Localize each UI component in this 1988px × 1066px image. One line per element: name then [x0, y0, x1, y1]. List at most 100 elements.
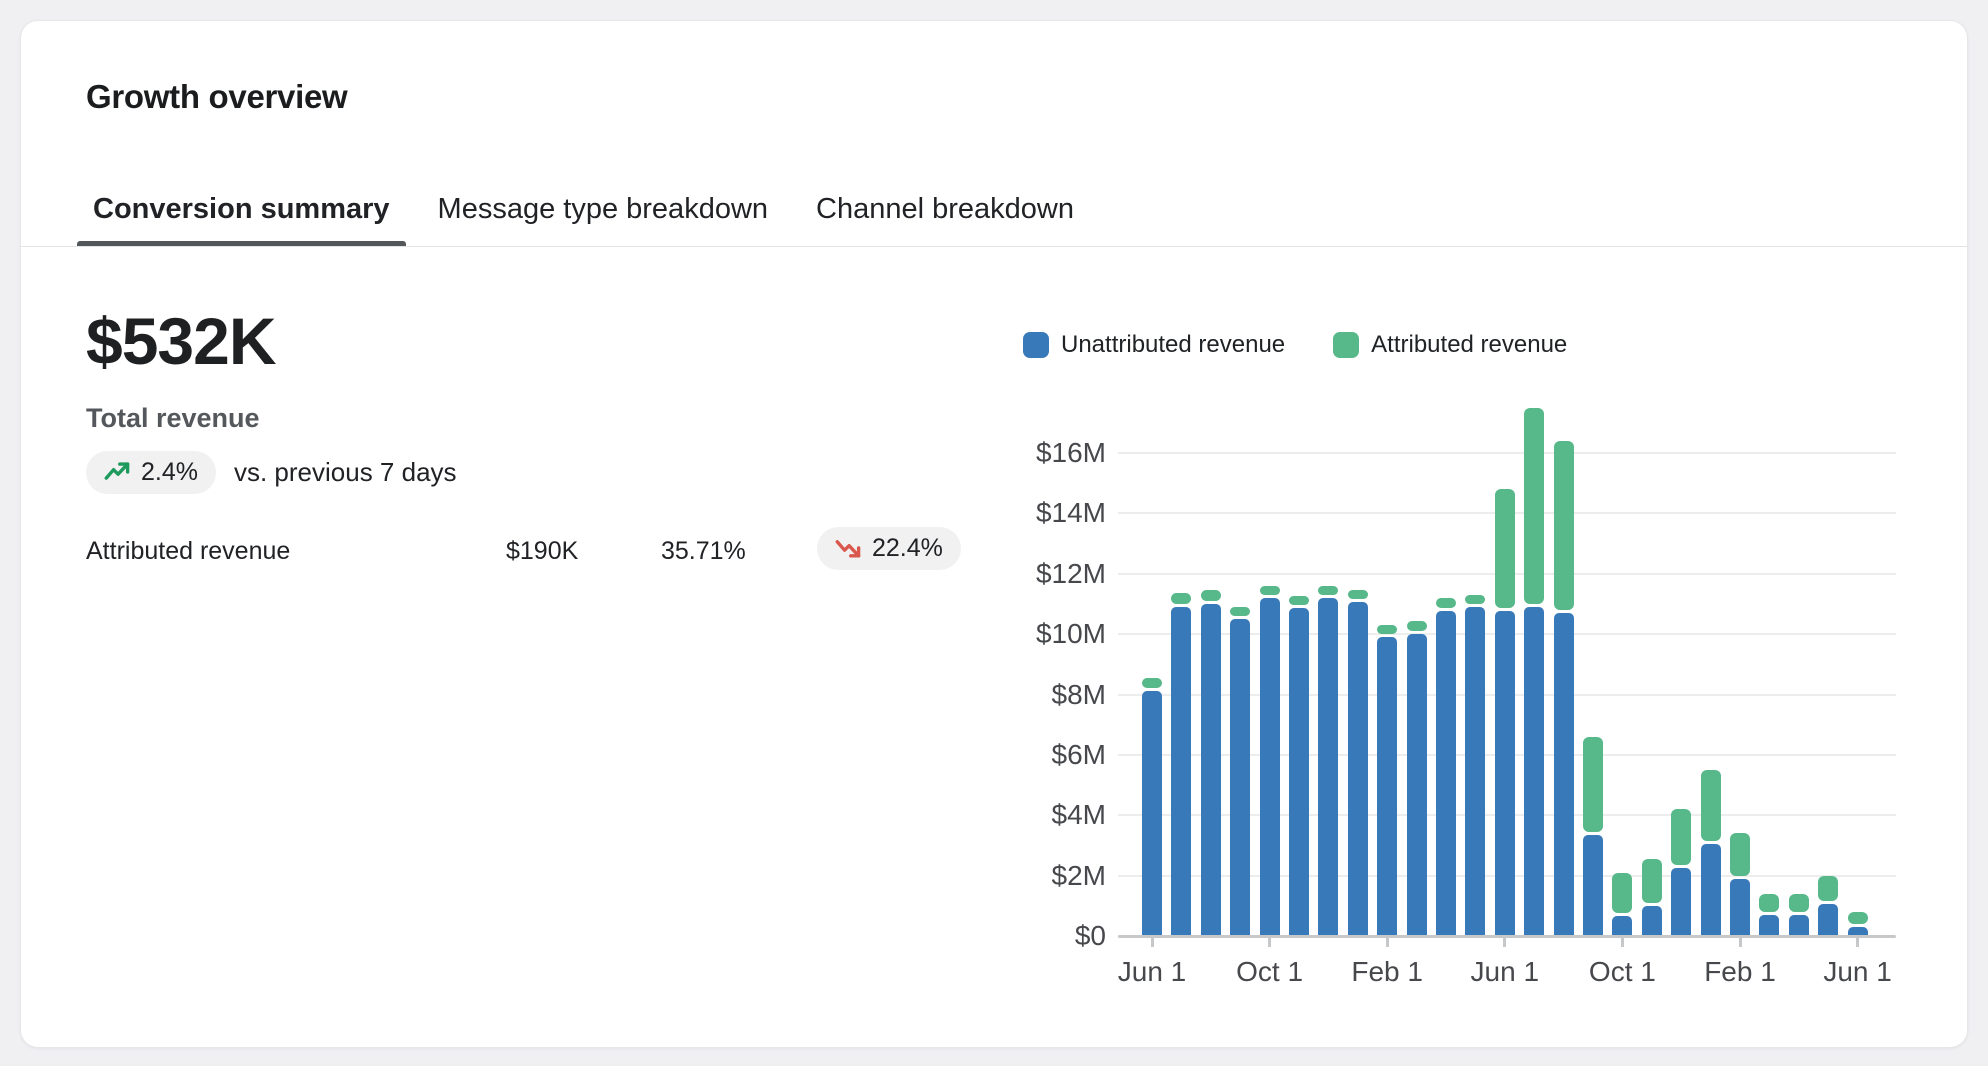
- bar-segment-unattributed[interactable]: [1318, 597, 1339, 936]
- bar-segment-unattributed[interactable]: [1494, 611, 1515, 936]
- y-axis-tick-label: $4M: [1051, 799, 1106, 831]
- y-axis-tick-label: $0: [1074, 920, 1106, 951]
- growth-overview-card: Growth overview Conversion summary Messa…: [20, 20, 1968, 1048]
- attributed-revenue-share: 35.71%: [661, 537, 746, 565]
- trend-down-icon: [835, 540, 861, 558]
- bar-segment-attributed[interactable]: [1171, 593, 1192, 604]
- tab-channel-breakdown[interactable]: Channel breakdown: [816, 192, 1074, 225]
- bar-segment-unattributed[interactable]: [1553, 612, 1574, 936]
- x-axis-line: [1118, 935, 1896, 938]
- trend-up-icon: [104, 462, 130, 480]
- y-axis-tick-label: $10M: [1035, 618, 1106, 650]
- tab-conversion-summary[interactable]: Conversion summary: [77, 171, 406, 247]
- bar-segment-unattributed[interactable]: [1171, 606, 1192, 936]
- stacked-bar-chart: $0 $2M $4M $6M $8M $10M $12M $14M $16M Jun 1 Oct 1…: [1011, 361, 1899, 1029]
- tab-bar: Conversion summary Message type breakdow…: [77, 171, 1106, 247]
- change-badge-down-value: 22.4%: [872, 534, 943, 562]
- legend-item-unattributed: Unattributed revenue: [1023, 331, 1285, 359]
- x-axis-tick-mark: [1150, 938, 1154, 947]
- bar-segment-attributed[interactable]: [1818, 875, 1839, 902]
- bar-segment-unattributed[interactable]: [1847, 926, 1868, 936]
- bar-segment-attributed[interactable]: [1200, 590, 1221, 601]
- y-axis-tick-label: $2M: [1051, 859, 1106, 891]
- x-axis-tick-label: Feb 1: [1704, 956, 1776, 987]
- tabs-divider: [21, 246, 1967, 247]
- legend-label-unattributed: Unattributed revenue: [1061, 331, 1286, 358]
- x-axis-tick-label: Jun 1: [1823, 956, 1892, 987]
- bar-segment-attributed[interactable]: [1289, 596, 1309, 606]
- page-title: Growth overview: [86, 78, 348, 115]
- change-badge-up: 2.4%: [86, 451, 216, 494]
- total-revenue-value: $532K: [86, 304, 276, 378]
- bar-segment-unattributed[interactable]: [1347, 602, 1368, 936]
- bar-segment-attributed[interactable]: [1553, 440, 1574, 610]
- x-axis-tick-label: Jun 1: [1470, 956, 1540, 987]
- x-axis-tick-mark: [1268, 938, 1272, 947]
- y-axis-tick-label: $16M: [1035, 437, 1106, 468]
- bar-segment-unattributed[interactable]: [1818, 904, 1839, 936]
- bar-segment-attributed[interactable]: [1671, 809, 1692, 866]
- bar-segment-attributed[interactable]: [1142, 677, 1162, 689]
- attributed-revenue-label: Attributed revenue: [86, 537, 291, 565]
- bar-segment-unattributed[interactable]: [1436, 611, 1456, 936]
- bar-segment-attributed[interactable]: [1847, 911, 1868, 924]
- y-axis-tick-label: $6M: [1051, 738, 1106, 770]
- bar-segment-attributed[interactable]: [1377, 625, 1398, 635]
- bar-segment-attributed[interactable]: [1436, 597, 1456, 609]
- attributed-revenue-row: Attributed revenue $190K 35.71% 22.4%: [21, 527, 1011, 575]
- bar-segment-unattributed[interactable]: [1465, 606, 1486, 936]
- bar-segment-unattributed[interactable]: [1700, 843, 1721, 936]
- y-axis-tick-label: $12M: [1035, 557, 1106, 589]
- bar-segment-attributed[interactable]: [1700, 769, 1721, 841]
- bar-segment-attributed[interactable]: [1230, 606, 1251, 617]
- total-revenue-label: Total revenue: [86, 403, 260, 433]
- bar-segment-attributed[interactable]: [1524, 407, 1545, 604]
- bar-segment-attributed[interactable]: [1612, 872, 1633, 914]
- y-axis-tick-label: $8M: [1051, 678, 1106, 710]
- bar-segment-unattributed[interactable]: [1730, 878, 1750, 936]
- change-badge-up-value: 2.4%: [141, 458, 198, 486]
- bar-segment-attributed[interactable]: [1730, 833, 1750, 876]
- x-axis-tick-mark: [1385, 938, 1389, 947]
- bar-segment-unattributed[interactable]: [1788, 914, 1809, 936]
- x-axis-tick-label: Feb 1: [1351, 956, 1423, 987]
- bar-segment-attributed[interactable]: [1347, 590, 1368, 600]
- bar-segment-unattributed[interactable]: [1142, 691, 1162, 936]
- legend-swatch-attributed: [1333, 332, 1360, 358]
- attributed-revenue-value: $190K: [506, 537, 579, 565]
- x-axis-tick-label: Oct 1: [1588, 956, 1656, 987]
- tab-message-type-breakdown[interactable]: Message type breakdown: [437, 192, 769, 225]
- legend-label-attributed: Attributed revenue: [1371, 331, 1568, 358]
- bar-segment-attributed[interactable]: [1494, 489, 1515, 609]
- change-badge-down: 22.4%: [817, 527, 961, 570]
- bar-segment-unattributed[interactable]: [1583, 834, 1603, 936]
- bar-segment-attributed[interactable]: [1406, 620, 1427, 632]
- gridline: [1118, 452, 1896, 454]
- x-axis-tick-mark: [1738, 938, 1742, 947]
- bar-segment-unattributed[interactable]: [1759, 914, 1780, 936]
- bar-segment-attributed[interactable]: [1465, 594, 1486, 604]
- bar-segment-attributed[interactable]: [1583, 736, 1603, 832]
- x-axis-tick-label: Oct 1: [1236, 956, 1304, 987]
- bar-segment-attributed[interactable]: [1318, 585, 1339, 595]
- bar-segment-unattributed[interactable]: [1377, 637, 1398, 936]
- x-axis-tick-label: Jun 1: [1117, 956, 1187, 987]
- chart-legend: Unattributed revenue Attributed revenue: [1023, 331, 1567, 359]
- bar-segment-unattributed[interactable]: [1406, 634, 1427, 936]
- compare-period-text: vs. previous 7 days: [233, 457, 457, 487]
- bar-segment-attributed[interactable]: [1259, 585, 1280, 595]
- legend-swatch-unattributed: [1023, 332, 1049, 358]
- bar-segment-attributed[interactable]: [1788, 893, 1809, 912]
- legend-item-attributed: Attributed revenue: [1333, 331, 1567, 359]
- bar-segment-attributed[interactable]: [1759, 893, 1780, 912]
- bar-segment-unattributed[interactable]: [1289, 608, 1309, 936]
- bar-segment-unattributed[interactable]: [1230, 619, 1251, 936]
- bar-segment-unattributed[interactable]: [1200, 603, 1221, 936]
- x-axis-tick-mark: [1856, 938, 1860, 947]
- bar-segment-unattributed[interactable]: [1671, 868, 1692, 936]
- bar-segment-unattributed[interactable]: [1641, 905, 1662, 936]
- bar-segment-unattributed[interactable]: [1612, 916, 1633, 936]
- bar-segment-unattributed[interactable]: [1524, 606, 1545, 936]
- bar-segment-attributed[interactable]: [1641, 859, 1662, 903]
- bar-segment-unattributed[interactable]: [1259, 597, 1280, 936]
